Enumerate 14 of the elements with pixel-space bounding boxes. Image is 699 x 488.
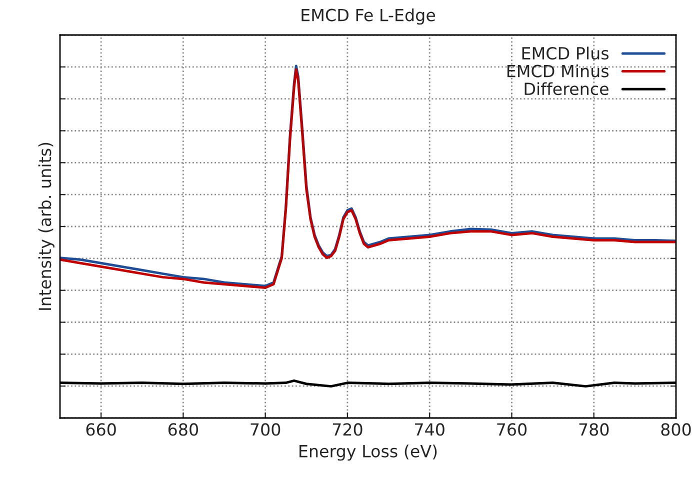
legend-label: EMCD Plus: [522, 46, 609, 60]
legend-label: Difference: [524, 82, 608, 96]
x-tick-label: 800: [661, 423, 691, 436]
legend-label: EMCD Minus: [507, 64, 609, 78]
x-tick-label: 720: [332, 423, 362, 436]
chart-title: EMCD Fe L-Edge: [302, 8, 436, 25]
x-tick-label: 760: [497, 423, 527, 436]
x-tick-label: 780: [579, 423, 609, 436]
x-tick-label: 680: [168, 423, 198, 436]
y-axis-title: Intensity (arb. units): [38, 142, 54, 310]
x-tick-label: 660: [86, 423, 116, 436]
x-tick-label: 700: [250, 423, 280, 436]
x-axis-title: Energy Loss (eV): [300, 444, 437, 461]
x-tick-label: 740: [415, 423, 444, 436]
